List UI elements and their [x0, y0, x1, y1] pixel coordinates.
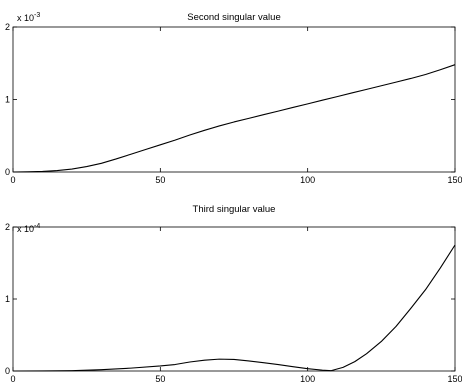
y-multiplier-label: x 10-4	[17, 223, 40, 234]
y-tick-label: 1	[5, 294, 10, 304]
x-tick-label: 100	[300, 175, 315, 185]
y-tick-label: 1	[5, 95, 10, 105]
x-tick-label: 50	[155, 175, 165, 185]
axes-frame	[12, 226, 456, 372]
y-tick-label: 0	[5, 366, 10, 376]
y-tick-label: 2	[5, 22, 10, 32]
series-line	[12, 244, 456, 372]
x-tick-label: 50	[155, 374, 165, 383]
series-line	[12, 64, 456, 173]
y-tick-label: 2	[5, 222, 10, 232]
x-tick-label: 150	[447, 374, 462, 383]
x-tick-label: 100	[300, 374, 315, 383]
chart-panel-top: Second singular value x 10-3 0 50 100 150 0 1…	[5, 12, 462, 185]
chart-title: Third singular value	[193, 204, 276, 215]
x-tick-label: 0	[10, 175, 15, 185]
chart-title: Second singular value	[187, 12, 280, 23]
axes-frame	[12, 26, 456, 173]
x-tick-label: 0	[10, 374, 15, 383]
plot-area: 0 50 100 150 0 1 2	[5, 222, 462, 383]
y-multiplier-label: x 10-3	[17, 12, 40, 23]
chart-panel-bottom: Third singular value x 10-4 0 50 100 150 0 1 2	[5, 204, 462, 383]
plot-area: 0 50 100 150 0 1 2	[5, 22, 462, 185]
y-tick-label: 0	[5, 167, 10, 177]
x-tick-label: 150	[447, 175, 462, 185]
